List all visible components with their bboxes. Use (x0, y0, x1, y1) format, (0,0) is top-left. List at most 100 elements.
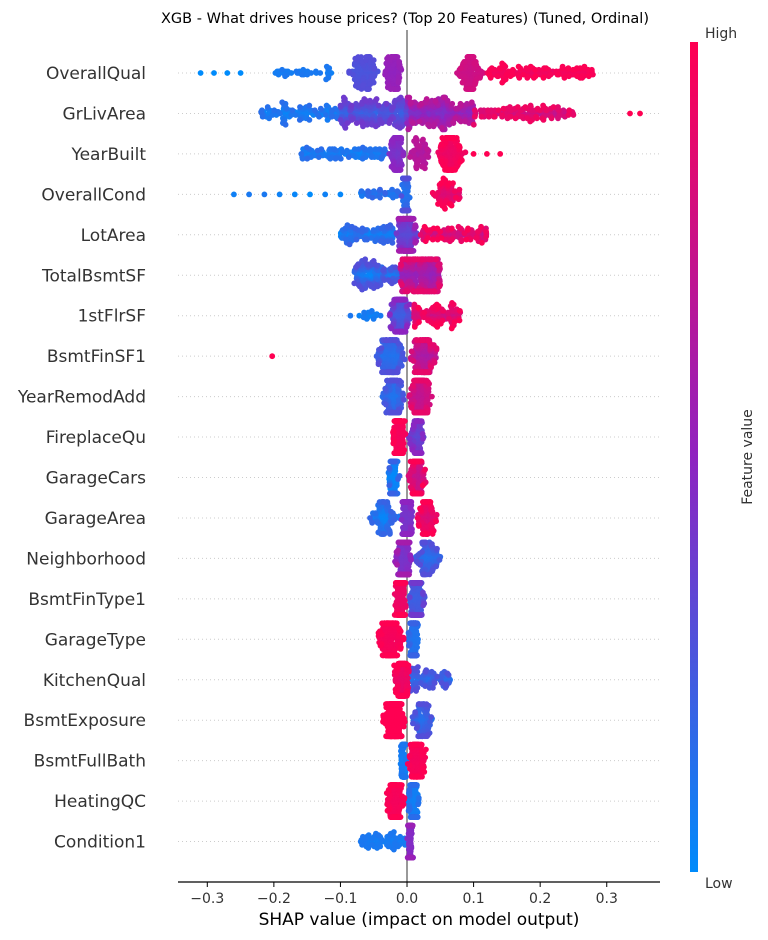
shap-point (448, 202, 455, 209)
shap-point (470, 151, 477, 157)
shap-point (269, 353, 276, 360)
shap-point (384, 337, 390, 344)
shap-point (452, 115, 459, 122)
shap-point (516, 74, 523, 81)
shap-point (337, 155, 344, 162)
shap-point (292, 112, 299, 118)
shap-point (412, 409, 419, 416)
shap-point (540, 117, 547, 123)
shap-point (289, 107, 296, 114)
shap-point (355, 54, 362, 60)
shap-point (340, 149, 347, 156)
shap-point (329, 107, 335, 114)
shap-point (585, 73, 592, 80)
shap-point (406, 94, 413, 101)
shap-point (499, 112, 505, 118)
shap-point (438, 235, 445, 241)
shap-point (365, 86, 371, 92)
shap-point (418, 450, 424, 456)
shap-point (418, 409, 425, 416)
shap-point (327, 155, 334, 162)
shap-point (390, 104, 397, 110)
shap-point (306, 102, 313, 109)
shap-point (379, 120, 385, 126)
shap-point (566, 73, 572, 80)
shap-point (565, 112, 572, 118)
shap-point (411, 324, 418, 330)
shap-point (377, 312, 384, 319)
shap-point (518, 113, 525, 120)
shap-point (523, 65, 530, 72)
shap-point (359, 225, 366, 232)
shap-point (395, 418, 402, 424)
shap-point (352, 225, 359, 232)
shap-point (345, 154, 352, 161)
shap-point (381, 499, 388, 505)
shap-point (395, 247, 402, 254)
shap-point (394, 369, 401, 376)
shap-point (399, 350, 406, 356)
shap-point (364, 236, 370, 243)
shap-point (433, 256, 439, 263)
shap-point (462, 118, 468, 125)
shap-point (291, 191, 298, 198)
points (197, 54, 643, 861)
shap-point (382, 189, 388, 196)
shap-point (581, 63, 588, 70)
shap-point (444, 135, 451, 141)
shap-point (415, 157, 422, 164)
shap-point (527, 63, 534, 70)
shap-point (435, 201, 441, 207)
shap-point (344, 222, 351, 229)
shap-point (405, 126, 412, 133)
shap-point (369, 194, 376, 201)
shap-point (347, 312, 354, 319)
shap-point (500, 105, 507, 112)
shap-point (395, 86, 401, 92)
shap-point (279, 99, 286, 106)
shap-point (420, 256, 426, 263)
shap-point (337, 191, 344, 198)
shap-point (419, 431, 426, 437)
shap-point (445, 167, 452, 173)
shap-point (367, 81, 374, 88)
shap-point (574, 65, 580, 72)
shap-point (400, 396, 407, 403)
shap-point (362, 256, 369, 263)
shap-point (457, 100, 464, 107)
shap-point (348, 117, 355, 123)
shap-point (451, 188, 458, 195)
shap-point (359, 120, 365, 126)
shap-point (385, 54, 392, 60)
shap-point (459, 79, 466, 86)
shap-point (417, 231, 424, 238)
shap-point (468, 99, 475, 106)
shap-point (299, 155, 306, 162)
shap-point (346, 68, 352, 75)
shap-point (354, 262, 361, 269)
shap-point (527, 118, 534, 125)
shap-point (425, 154, 432, 161)
shap-point (259, 113, 266, 120)
shap-point (389, 136, 396, 143)
shap-point (370, 227, 377, 233)
shap-point (317, 105, 324, 112)
shap-point (391, 516, 398, 523)
shap-point (507, 113, 514, 120)
shap-point (410, 458, 416, 465)
shap-point (306, 117, 313, 123)
shap-point (449, 100, 456, 107)
shap-point (424, 146, 430, 153)
shap-point (394, 54, 401, 60)
shap-point (465, 54, 471, 60)
shap-point (390, 427, 397, 434)
shap-point (298, 151, 305, 157)
shap-point (416, 319, 422, 325)
shap-point (356, 283, 363, 290)
shap-point (448, 236, 455, 243)
shap-point (431, 359, 438, 366)
shap-point (475, 228, 481, 235)
shap-point (403, 175, 410, 182)
shap-point (440, 308, 447, 314)
shap-point (450, 135, 456, 141)
